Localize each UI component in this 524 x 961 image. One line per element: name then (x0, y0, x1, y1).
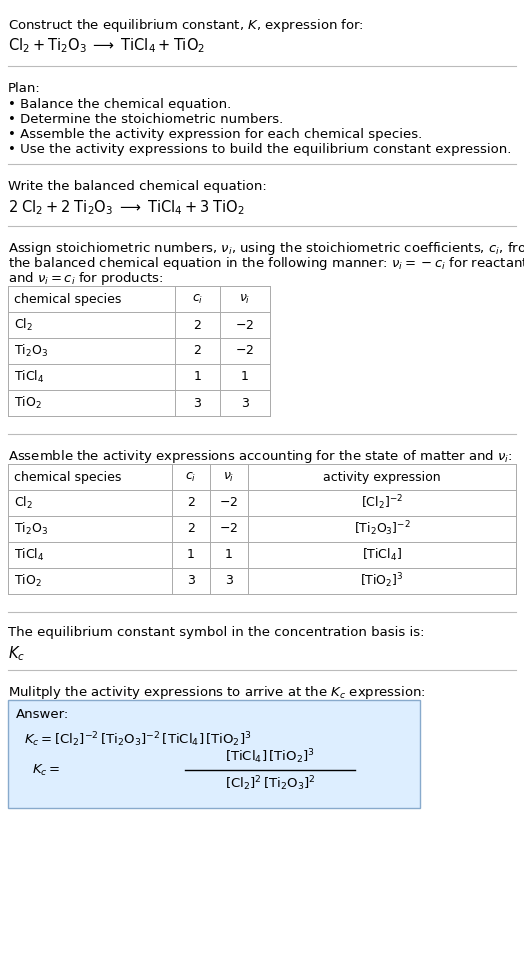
Text: $K_c = [\mathrm{Cl_2}]^{-2}\,[\mathrm{Ti_2O_3}]^{-2}\,[\mathrm{TiCl_4}]\,[\mathr: $K_c = [\mathrm{Cl_2}]^{-2}\,[\mathrm{Ti… (24, 730, 252, 749)
Text: $\mathrm{Ti_2O_3}$: $\mathrm{Ti_2O_3}$ (14, 521, 48, 537)
Text: The equilibrium constant symbol in the concentration basis is:: The equilibrium constant symbol in the c… (8, 626, 424, 639)
Text: 2: 2 (187, 523, 195, 535)
Text: Assign stoichiometric numbers, $\nu_i$, using the stoichiometric coefficients, $: Assign stoichiometric numbers, $\nu_i$, … (8, 240, 524, 257)
Text: $\mathrm{TiO_2}$: $\mathrm{TiO_2}$ (14, 573, 42, 589)
Text: 1: 1 (225, 549, 233, 561)
Text: $[\mathrm{Cl_2}]^{-2}$: $[\mathrm{Cl_2}]^{-2}$ (361, 494, 403, 512)
Text: $-2$: $-2$ (220, 523, 238, 535)
Text: 3: 3 (241, 397, 249, 409)
Text: 1: 1 (193, 371, 201, 383)
Text: $\mathrm{Ti_2O_3}$: $\mathrm{Ti_2O_3}$ (14, 343, 48, 359)
Text: $c_i$: $c_i$ (192, 292, 203, 306)
Text: Answer:: Answer: (16, 708, 69, 721)
Text: $\mathrm{TiCl_4}$: $\mathrm{TiCl_4}$ (14, 547, 45, 563)
Text: $K_c =$: $K_c =$ (32, 762, 60, 777)
Text: $\nu_i$: $\nu_i$ (223, 471, 235, 483)
Text: 3: 3 (225, 575, 233, 587)
Text: 2: 2 (193, 344, 201, 357)
Text: Construct the equilibrium constant, $K$, expression for:: Construct the equilibrium constant, $K$,… (8, 17, 364, 34)
Text: Assemble the activity expressions accounting for the state of matter and $\nu_i$: Assemble the activity expressions accoun… (8, 448, 512, 465)
Text: 1: 1 (241, 371, 249, 383)
Text: Plan:: Plan: (8, 82, 41, 95)
Text: $\mathrm{Cl_2 + Ti_2O_3 \;\longrightarrow\; TiCl_4 + TiO_2}$: $\mathrm{Cl_2 + Ti_2O_3 \;\longrightarro… (8, 36, 205, 55)
Text: $[\mathrm{TiO_2}]^3$: $[\mathrm{TiO_2}]^3$ (360, 572, 404, 590)
Text: 2: 2 (187, 497, 195, 509)
Text: $c_i$: $c_i$ (185, 471, 196, 483)
Text: $\mathrm{TiCl_4}$: $\mathrm{TiCl_4}$ (14, 369, 45, 385)
Text: the balanced chemical equation in the following manner: $\nu_i = -c_i$ for react: the balanced chemical equation in the fo… (8, 255, 524, 272)
Text: 3: 3 (187, 575, 195, 587)
Text: 1: 1 (187, 549, 195, 561)
Text: chemical species: chemical species (14, 292, 122, 306)
Text: $K_c$: $K_c$ (8, 644, 25, 663)
Text: and $\nu_i = c_i$ for products:: and $\nu_i = c_i$ for products: (8, 270, 163, 287)
Text: $-2$: $-2$ (235, 318, 255, 332)
Text: $\mathrm{TiO_2}$: $\mathrm{TiO_2}$ (14, 395, 42, 411)
Text: $[\mathrm{Ti_2O_3}]^{-2}$: $[\mathrm{Ti_2O_3}]^{-2}$ (354, 520, 410, 538)
Text: $\nu_i$: $\nu_i$ (239, 292, 250, 306)
Text: $\mathrm{Cl_2}$: $\mathrm{Cl_2}$ (14, 317, 33, 333)
Text: $2\;\mathrm{Cl_2 + 2\;Ti_2O_3 \;\longrightarrow\; TiCl_4 + 3\;TiO_2}$: $2\;\mathrm{Cl_2 + 2\;Ti_2O_3 \;\longrig… (8, 198, 245, 216)
Text: • Use the activity expressions to build the equilibrium constant expression.: • Use the activity expressions to build … (8, 143, 511, 156)
Text: chemical species: chemical species (14, 471, 122, 483)
Text: Mulitply the activity expressions to arrive at the $K_c$ expression:: Mulitply the activity expressions to arr… (8, 684, 426, 701)
Text: • Determine the stoichiometric numbers.: • Determine the stoichiometric numbers. (8, 113, 283, 126)
Text: $[\mathrm{Cl_2}]^2\,[\mathrm{Ti_2O_3}]^2$: $[\mathrm{Cl_2}]^2\,[\mathrm{Ti_2O_3}]^2… (225, 775, 315, 794)
Text: $-2$: $-2$ (220, 497, 238, 509)
Text: • Balance the chemical equation.: • Balance the chemical equation. (8, 98, 231, 111)
Text: 2: 2 (193, 318, 201, 332)
Text: Write the balanced chemical equation:: Write the balanced chemical equation: (8, 180, 267, 193)
Text: $[\mathrm{TiCl_4}]\,[\mathrm{TiO_2}]^3$: $[\mathrm{TiCl_4}]\,[\mathrm{TiO_2}]^3$ (225, 748, 315, 766)
Text: $[\mathrm{TiCl_4}]$: $[\mathrm{TiCl_4}]$ (362, 547, 402, 563)
Text: 3: 3 (193, 397, 201, 409)
Text: activity expression: activity expression (323, 471, 441, 483)
Text: $-2$: $-2$ (235, 344, 255, 357)
Text: $\mathrm{Cl_2}$: $\mathrm{Cl_2}$ (14, 495, 33, 511)
Text: • Assemble the activity expression for each chemical species.: • Assemble the activity expression for e… (8, 128, 422, 141)
